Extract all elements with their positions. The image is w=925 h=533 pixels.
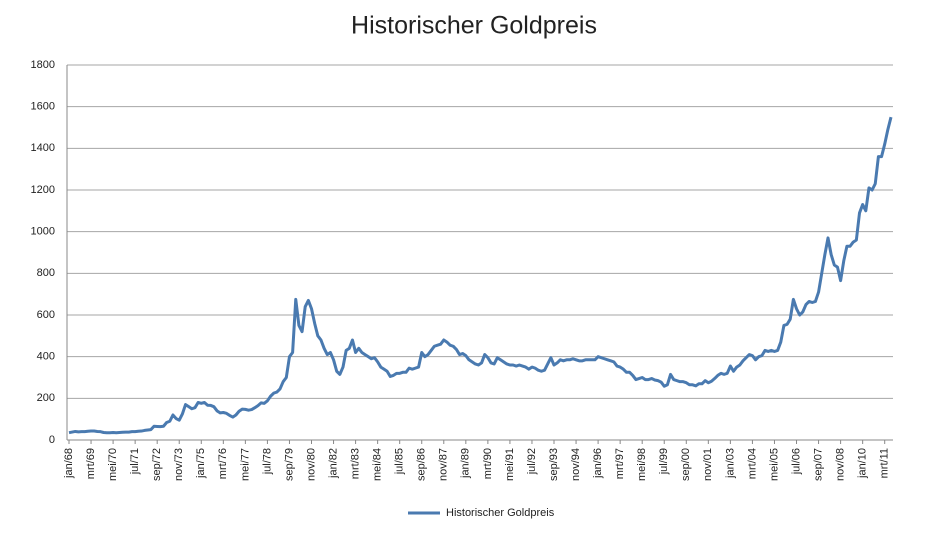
x-tick-label: nov/80 bbox=[305, 448, 317, 481]
x-tick-label: jul/71 bbox=[129, 448, 141, 475]
x-tick-label: sep/07 bbox=[812, 448, 824, 481]
x-tick-label: jan/82 bbox=[327, 448, 339, 479]
y-tick-label: 1600 bbox=[31, 101, 55, 113]
x-tick-label: mrt/76 bbox=[217, 448, 229, 479]
x-tick-label: nov/08 bbox=[835, 448, 847, 481]
x-tick-label: jul/78 bbox=[261, 448, 273, 475]
x-tick-label: mrt/11 bbox=[879, 448, 891, 478]
x-tick-label: nov/73 bbox=[173, 448, 185, 481]
x-tick-label: sep/86 bbox=[416, 448, 428, 481]
x-tick-label: jul/06 bbox=[790, 448, 802, 475]
x-tick-label: jan/03 bbox=[724, 448, 736, 479]
chart-title: Historischer Goldpreis bbox=[351, 12, 597, 40]
x-tick-label: sep/00 bbox=[680, 448, 692, 481]
x-tick-label: mei/05 bbox=[768, 448, 780, 481]
x-tick-label: mei/84 bbox=[372, 448, 384, 481]
x-tick-label: mei/77 bbox=[239, 448, 251, 481]
x-tick-label: mrt/90 bbox=[482, 448, 494, 479]
x-tick-label: mrt/69 bbox=[85, 448, 97, 479]
y-tick-label: 600 bbox=[37, 309, 55, 321]
x-tick-label: mrt/97 bbox=[614, 448, 626, 479]
x-tick-label: jan/10 bbox=[857, 448, 869, 479]
y-tick-label: 1800 bbox=[31, 59, 55, 71]
x-tick-label: jul/92 bbox=[526, 448, 538, 475]
x-tick-label: jul/85 bbox=[394, 448, 406, 475]
x-tick-label: jan/68 bbox=[63, 448, 75, 479]
y-tick-label: 1000 bbox=[31, 226, 55, 238]
x-tick-label: mrt/83 bbox=[350, 448, 362, 479]
x-tick-label: sep/72 bbox=[151, 448, 163, 481]
y-tick-label: 800 bbox=[37, 267, 55, 279]
x-tick-label: jan/89 bbox=[460, 448, 472, 479]
x-tick-label: nov/01 bbox=[702, 448, 714, 481]
x-tick-label: jan/75 bbox=[195, 448, 207, 479]
x-tick-label: jan/96 bbox=[592, 448, 604, 479]
x-tick-label: mei/70 bbox=[107, 448, 119, 481]
data-line bbox=[68, 116, 893, 435]
y-tick-label: 0 bbox=[49, 434, 55, 446]
y-tick-label: 400 bbox=[37, 351, 55, 363]
x-tick-label: mrt/04 bbox=[746, 448, 758, 479]
x-tick-label: nov/94 bbox=[570, 448, 582, 481]
x-tick-label: sep/79 bbox=[283, 448, 295, 481]
x-tick-label: jul/99 bbox=[658, 448, 670, 475]
x-tick-label: mei/98 bbox=[636, 448, 648, 481]
x-tick-label: nov/87 bbox=[438, 448, 450, 481]
legend-label: Historischer Goldpreis bbox=[446, 507, 555, 519]
x-tick-label: sep/93 bbox=[548, 448, 560, 481]
y-tick-label: 200 bbox=[37, 392, 55, 404]
y-tick-label: 1200 bbox=[31, 184, 55, 196]
y-tick-label: 1400 bbox=[31, 142, 55, 154]
x-tick-label: mei/91 bbox=[504, 448, 516, 481]
